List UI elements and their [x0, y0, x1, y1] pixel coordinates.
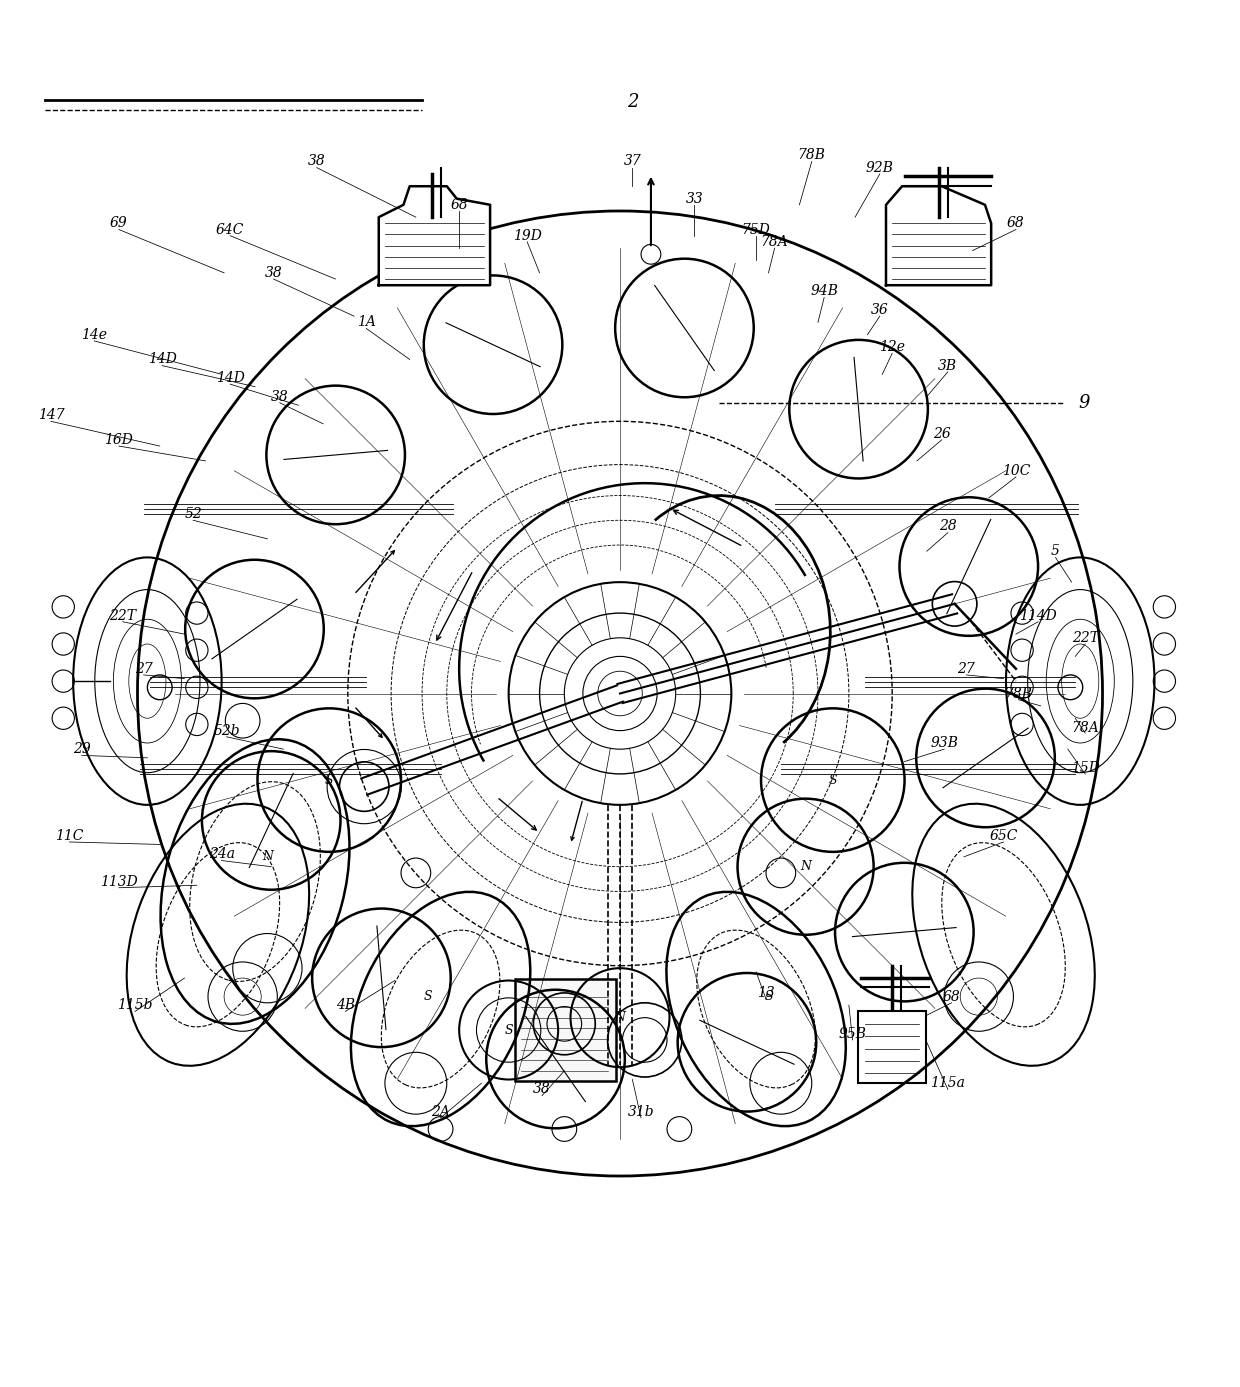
Text: 11C: 11C: [56, 829, 83, 843]
Text: 52: 52: [185, 508, 202, 522]
Text: N: N: [262, 850, 273, 863]
Text: 78B: 78B: [1004, 687, 1033, 700]
Text: 69: 69: [110, 216, 128, 230]
Polygon shape: [887, 186, 991, 286]
Text: 14D: 14D: [148, 352, 176, 366]
Text: 95B: 95B: [838, 1026, 867, 1040]
Text: N: N: [800, 860, 811, 874]
Text: 15D: 15D: [1071, 760, 1100, 775]
Text: 24a: 24a: [208, 847, 234, 861]
Text: 29: 29: [73, 742, 91, 756]
Text: 68: 68: [450, 198, 467, 212]
Text: 3B: 3B: [939, 359, 957, 373]
Text: 2: 2: [626, 93, 639, 111]
Text: 19D: 19D: [513, 229, 542, 243]
Text: 38: 38: [270, 390, 289, 404]
Text: 114D: 114D: [1019, 609, 1056, 623]
Text: 1A: 1A: [357, 315, 376, 329]
Text: 37: 37: [624, 154, 641, 168]
Text: 68: 68: [1007, 216, 1024, 230]
Text: 13: 13: [758, 986, 775, 1000]
Text: 78A: 78A: [761, 234, 789, 248]
Text: 4B: 4B: [336, 999, 355, 1013]
Polygon shape: [378, 186, 490, 286]
Text: 113D: 113D: [100, 875, 138, 889]
Text: 22T: 22T: [1071, 631, 1099, 645]
Text: 64C: 64C: [216, 222, 244, 237]
Text: 68: 68: [942, 989, 961, 1004]
Text: 14e: 14e: [81, 327, 107, 341]
Text: 92B: 92B: [866, 161, 894, 175]
Text: 31b: 31b: [627, 1104, 655, 1119]
Text: 5: 5: [1052, 544, 1060, 558]
Text: 33: 33: [686, 191, 703, 205]
Text: 9: 9: [1079, 394, 1090, 412]
Text: S: S: [325, 774, 334, 786]
Text: 65C: 65C: [990, 829, 1018, 843]
Text: 27: 27: [135, 662, 153, 675]
Text: 36: 36: [870, 302, 889, 318]
Text: 27: 27: [957, 662, 976, 675]
Text: 12e: 12e: [879, 340, 905, 354]
Text: 115b: 115b: [118, 999, 153, 1013]
Text: S: S: [828, 774, 837, 786]
Text: 75D: 75D: [742, 222, 770, 237]
Text: 94B: 94B: [810, 284, 838, 298]
Text: 38: 38: [264, 266, 283, 280]
Text: S: S: [424, 990, 433, 1003]
Text: 38: 38: [533, 1082, 551, 1096]
Text: 147: 147: [37, 408, 64, 422]
Text: 14D: 14D: [216, 370, 244, 386]
Bar: [858, 1011, 925, 1083]
Text: 93B: 93B: [930, 736, 959, 750]
Text: 78A: 78A: [1071, 721, 1099, 735]
Text: 16D: 16D: [104, 433, 134, 447]
Text: 52b: 52b: [213, 724, 239, 738]
Text: 38: 38: [308, 154, 326, 168]
Text: S: S: [505, 1024, 513, 1036]
Text: 115a: 115a: [930, 1076, 965, 1090]
Text: 10C: 10C: [1002, 463, 1030, 477]
Text: 2A: 2A: [432, 1104, 450, 1119]
Text: 78B: 78B: [797, 148, 826, 162]
Bar: [515, 979, 616, 1080]
Text: S: S: [764, 990, 773, 1003]
Text: 26: 26: [932, 427, 951, 441]
Text: 28: 28: [939, 520, 957, 534]
Text: N: N: [615, 1011, 625, 1024]
Text: 22T: 22T: [109, 609, 136, 623]
